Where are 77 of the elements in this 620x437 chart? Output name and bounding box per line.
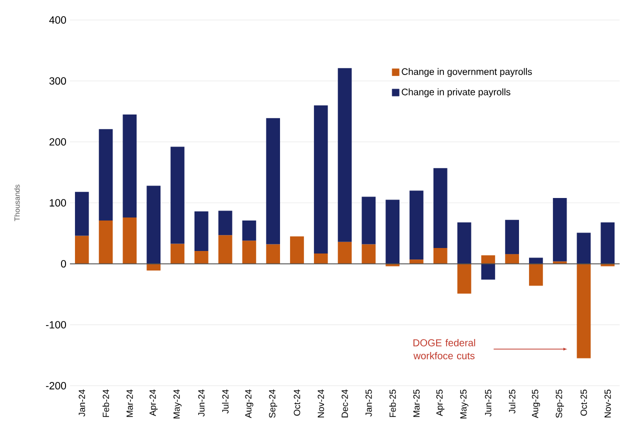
x-tick-label: Oct-24 bbox=[294, 390, 300, 416]
bar bbox=[338, 68, 352, 242]
bar bbox=[338, 242, 352, 264]
bar bbox=[600, 264, 615, 266]
x-tick-label: Sep-24 bbox=[269, 390, 278, 418]
bar bbox=[362, 196, 376, 244]
bar bbox=[529, 258, 543, 264]
bar bbox=[218, 235, 232, 264]
x-tick-label: Jan-24 bbox=[78, 390, 86, 417]
bar bbox=[194, 212, 208, 252]
bar bbox=[218, 210, 232, 236]
bar bbox=[457, 222, 472, 264]
bar bbox=[552, 198, 567, 262]
legend-label: Change in government payrolls bbox=[402, 68, 532, 78]
bar bbox=[433, 168, 448, 248]
y-tick-label: -200 bbox=[46, 382, 66, 390]
bar bbox=[410, 260, 424, 264]
legend-label: Change in private payrolls bbox=[402, 88, 510, 98]
bar bbox=[74, 192, 89, 236]
x-tick-label: Aug-24 bbox=[245, 390, 254, 418]
bar bbox=[122, 114, 137, 218]
bar bbox=[98, 220, 113, 264]
x-tick-label: Jul-25 bbox=[508, 390, 516, 414]
x-tick-label: Apr-24 bbox=[150, 390, 158, 416]
y-tick-label: 200 bbox=[50, 138, 66, 146]
x-tick-label: Mar-24 bbox=[126, 390, 133, 418]
bar bbox=[266, 244, 280, 264]
bar bbox=[481, 255, 496, 264]
bar bbox=[242, 240, 256, 264]
x-tick-label: May-24 bbox=[173, 390, 182, 419]
y-tick-label: -100 bbox=[46, 321, 66, 329]
bar bbox=[576, 264, 591, 358]
bar bbox=[266, 118, 280, 244]
bar bbox=[194, 251, 208, 264]
y-tick-label: 300 bbox=[49, 77, 66, 85]
bar bbox=[74, 236, 89, 264]
bar bbox=[576, 232, 591, 264]
y-tick-label: 400 bbox=[49, 16, 66, 24]
x-tick-label: Jun-25 bbox=[484, 390, 492, 417]
x-tick-label: Aug-25 bbox=[532, 390, 540, 418]
x-tick-label: Nov-24 bbox=[318, 390, 324, 418]
bar bbox=[410, 190, 424, 260]
x-tick-label: Jan-25 bbox=[366, 390, 372, 417]
bar bbox=[170, 244, 184, 264]
bar bbox=[290, 236, 304, 264]
bar bbox=[146, 186, 161, 264]
bar bbox=[362, 244, 376, 264]
x-tick-label: Feb-24 bbox=[102, 390, 110, 418]
bar bbox=[122, 218, 137, 264]
x-tick-label: Dec-24 bbox=[342, 390, 348, 418]
bar bbox=[314, 105, 328, 254]
bar bbox=[505, 254, 519, 264]
annotation: DOGE federal workfoce cuts bbox=[413, 339, 476, 360]
bar bbox=[314, 254, 328, 264]
x-tick-label: Sep-25 bbox=[556, 390, 564, 418]
bar bbox=[457, 264, 472, 294]
bar bbox=[170, 146, 184, 244]
y-tick-label: 100 bbox=[50, 199, 66, 207]
bar bbox=[146, 264, 161, 271]
bar bbox=[529, 264, 543, 286]
x-tick-label: Feb-25 bbox=[389, 390, 396, 418]
bar bbox=[242, 220, 256, 241]
x-tick-label: May-25 bbox=[460, 390, 468, 419]
x-tick-label: Apr-25 bbox=[436, 390, 444, 416]
x-tick-label: Nov-25 bbox=[604, 390, 611, 418]
bar bbox=[386, 264, 400, 266]
x-tick-label: Oct-25 bbox=[580, 390, 587, 416]
bar bbox=[481, 264, 496, 280]
y-tick-label: 0 bbox=[61, 260, 66, 268]
bar bbox=[600, 222, 615, 264]
x-tick-label: Jun-24 bbox=[198, 390, 205, 417]
bar bbox=[98, 129, 113, 221]
bar bbox=[386, 200, 400, 264]
bar bbox=[433, 248, 448, 264]
x-tick-label: Jul-24 bbox=[222, 390, 229, 414]
bar bbox=[505, 220, 519, 254]
x-tick-label: Mar-25 bbox=[413, 390, 420, 418]
